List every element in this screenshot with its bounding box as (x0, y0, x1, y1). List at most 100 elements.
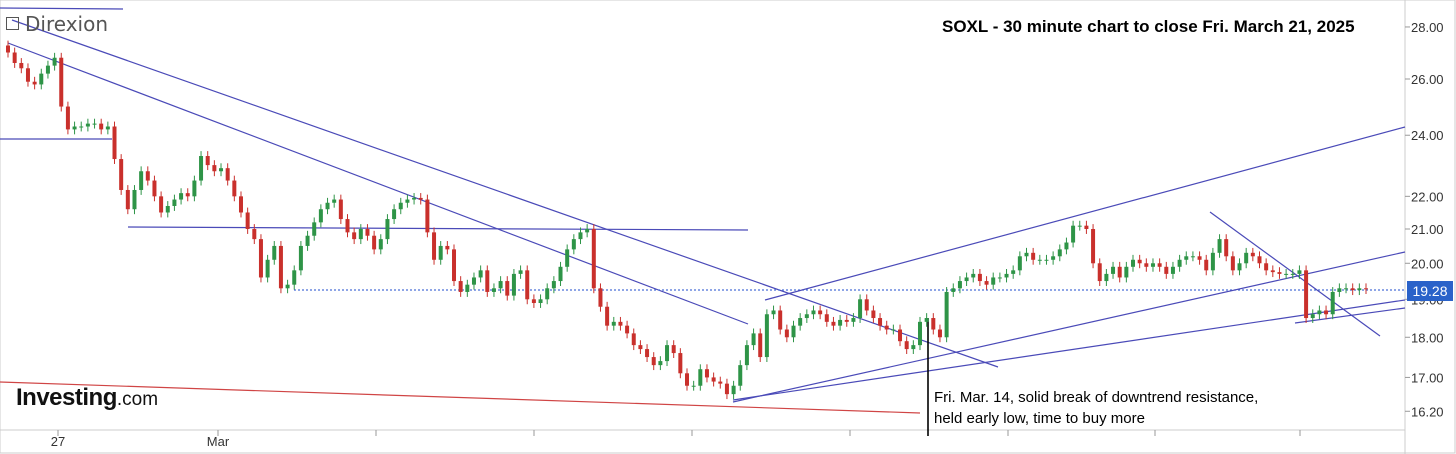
candle-body (452, 249, 457, 282)
annotation-note: Fri. Mar. 14, solid break of downtrend r… (934, 387, 1258, 429)
candle-body (72, 126, 77, 130)
candle-body (1044, 259, 1049, 261)
chart-title: SOXL - 30 minute chart to close Fri. Mar… (942, 17, 1355, 36)
candle-body (458, 281, 463, 292)
candle (665, 340, 670, 367)
candle-body (1250, 252, 1255, 257)
candle (831, 316, 836, 331)
candle-body (851, 318, 856, 322)
annotation-line-1: Fri. Mar. 14, solid break of downtrend r… (934, 389, 1259, 406)
candle-body (45, 65, 50, 74)
candle (718, 376, 723, 389)
candle (1111, 261, 1116, 279)
y-tick-label: 24.00 (1411, 128, 1444, 143)
candle-body (325, 202, 330, 210)
candle (398, 197, 403, 215)
candle (39, 68, 44, 90)
candle-body (764, 314, 769, 358)
candle-body (711, 377, 716, 382)
candle (165, 201, 170, 218)
candle (884, 320, 889, 335)
candle (1051, 251, 1056, 265)
candle (1224, 234, 1229, 262)
candle-body (99, 123, 104, 130)
candle (452, 244, 457, 286)
trend-line (764, 126, 1406, 301)
candle-body (372, 235, 377, 250)
candle-body (199, 156, 204, 181)
candle (824, 309, 829, 327)
candle-body (52, 57, 57, 66)
candle-body (698, 369, 703, 386)
candle (59, 52, 64, 112)
candle (804, 309, 809, 323)
brand-name: Direxion (25, 12, 108, 36)
candle-body (398, 202, 403, 210)
candle-body (1177, 259, 1182, 267)
candle (318, 204, 323, 228)
y-tick-label: 20.00 (1411, 256, 1444, 271)
logo-suffix: .com (116, 389, 159, 410)
candle (1237, 258, 1242, 276)
candle-body (491, 288, 496, 292)
candle-body (152, 180, 157, 197)
candle-body (738, 365, 743, 386)
candle (545, 283, 550, 305)
candle-body (498, 281, 503, 289)
candle-body (585, 229, 590, 233)
candle (598, 283, 603, 312)
candle-body (1117, 266, 1122, 278)
candle (771, 305, 776, 320)
candle (312, 217, 317, 241)
candle (412, 193, 417, 205)
candle-body (1004, 273, 1009, 278)
candle (172, 194, 177, 211)
trend-line (1209, 211, 1381, 337)
candle-body (465, 284, 470, 292)
candle (1077, 220, 1082, 231)
candle (338, 194, 343, 224)
candle-body (977, 273, 982, 282)
candle-body (265, 259, 270, 278)
candle-body (1104, 273, 1109, 282)
candle (551, 276, 556, 294)
candle (991, 272, 996, 290)
candle (917, 316, 922, 351)
candle-body (758, 333, 763, 358)
candle-body (1031, 252, 1036, 260)
candle-body (724, 383, 729, 395)
candle (478, 265, 483, 283)
candle (1084, 220, 1089, 234)
candle-body (804, 314, 809, 319)
candle-body (1037, 259, 1042, 261)
candle (1011, 265, 1016, 279)
candle-body (917, 321, 922, 346)
candle (1097, 258, 1102, 286)
candle-body (192, 180, 197, 197)
candle-body (179, 193, 184, 200)
candle (625, 320, 630, 339)
candle-body (1111, 266, 1116, 274)
candle (99, 118, 104, 135)
candle (19, 58, 24, 74)
candle (671, 340, 676, 358)
candle-body (1197, 256, 1202, 260)
candle-body (225, 168, 230, 181)
candle (1024, 247, 1029, 262)
candle (465, 279, 470, 297)
candle-body (245, 212, 250, 230)
candle-body (625, 325, 630, 334)
candle (352, 227, 357, 245)
candle (152, 175, 157, 202)
candle-body (651, 357, 656, 366)
candle-body (891, 329, 896, 331)
candle (844, 315, 849, 327)
candle (731, 380, 736, 400)
candle-body (545, 288, 550, 300)
candle (911, 340, 916, 355)
candle (1164, 261, 1169, 279)
candle (744, 340, 749, 371)
candle-body (904, 341, 909, 350)
candle (1071, 220, 1076, 248)
candle-body (285, 284, 290, 289)
